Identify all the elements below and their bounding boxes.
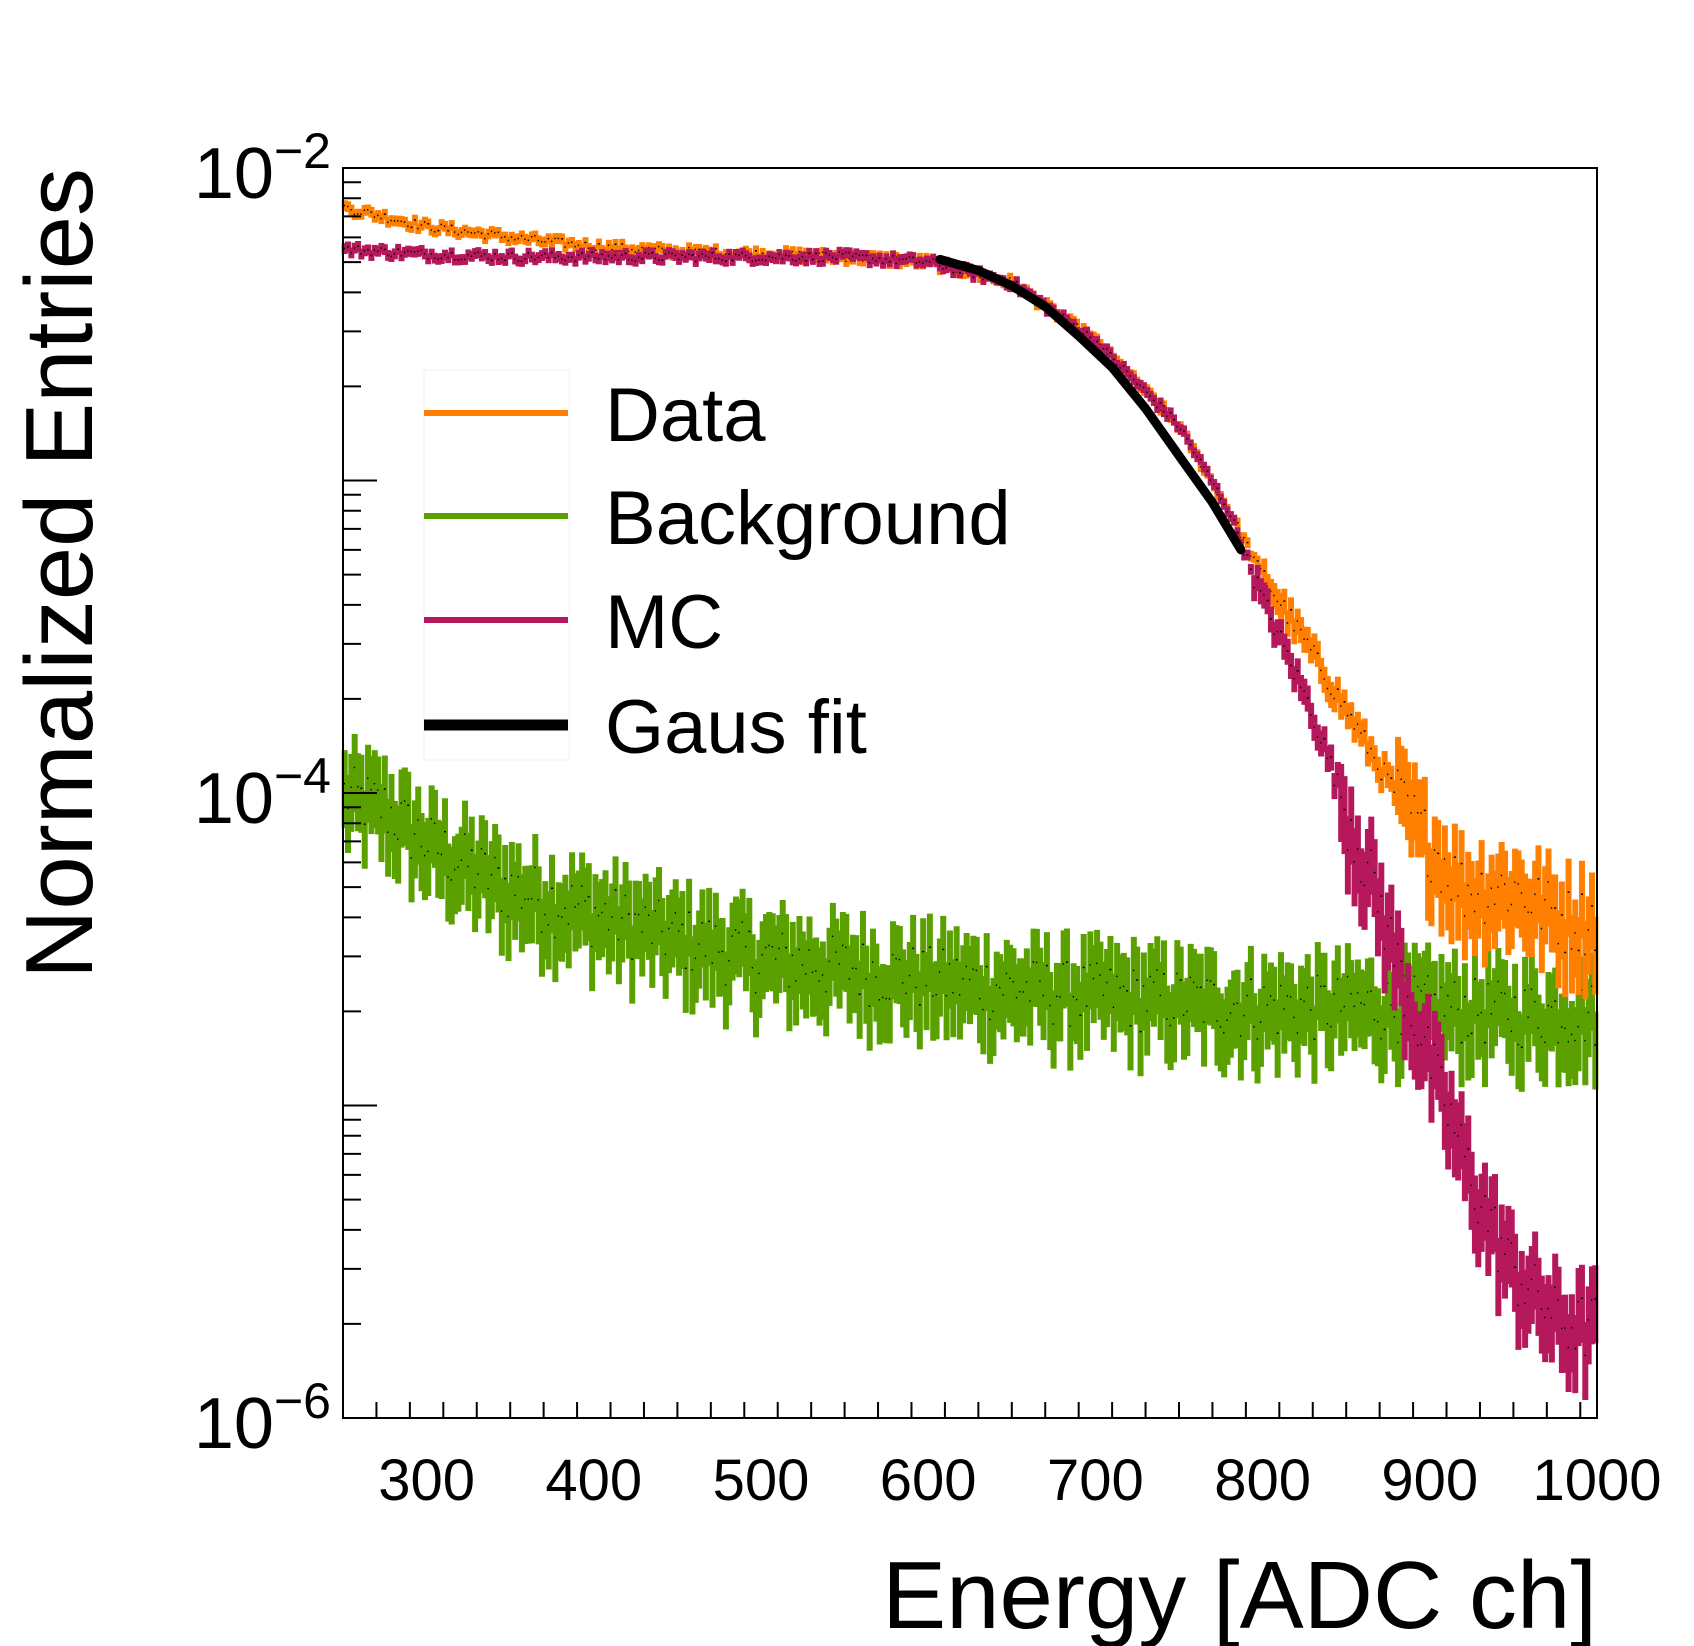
legend-label: Data	[605, 373, 766, 458]
legend-label: Gaus fit	[605, 685, 867, 770]
y-tick-label: 10−2	[194, 123, 331, 214]
series-mc	[341, 241, 1599, 1400]
legend-item-mc: MC	[424, 580, 723, 665]
legend-label: MC	[605, 580, 723, 665]
legend-item-gaus-fit: Gaus fit	[424, 685, 867, 770]
legend-item-background: Background	[424, 476, 1011, 561]
series-background	[341, 733, 1599, 1092]
x-tick-label: 900	[1381, 1448, 1478, 1513]
x-tick-label: 700	[1047, 1448, 1144, 1513]
legend-item-data: Data	[424, 373, 766, 458]
legend: Data Background MC Gaus fit	[423, 369, 1011, 770]
x-axis: 300 400 500 600 700 800 900 1000	[342, 1402, 1662, 1513]
series-layer	[341, 200, 1599, 1400]
y-axis-label: Normalized Entries	[6, 168, 113, 979]
fit-layer	[935, 254, 1246, 555]
y-axis: 10−2 10−4 10−6	[194, 123, 377, 1464]
x-tick-label: 600	[880, 1448, 977, 1513]
gaus-fit-line	[935, 254, 1246, 555]
x-tick-label: 300	[378, 1448, 475, 1513]
x-axis-label: Energy [ADC ch]	[882, 1542, 1597, 1646]
legend-label: Background	[605, 476, 1011, 561]
legend-box	[423, 369, 570, 761]
x-tick-label: 1000	[1532, 1448, 1661, 1513]
x-tick-label: 500	[713, 1448, 810, 1513]
y-tick-label: 10−4	[194, 748, 331, 839]
y-tick-label: 10−6	[194, 1373, 331, 1464]
x-tick-label: 400	[545, 1448, 642, 1513]
x-tick-label: 800	[1214, 1448, 1311, 1513]
